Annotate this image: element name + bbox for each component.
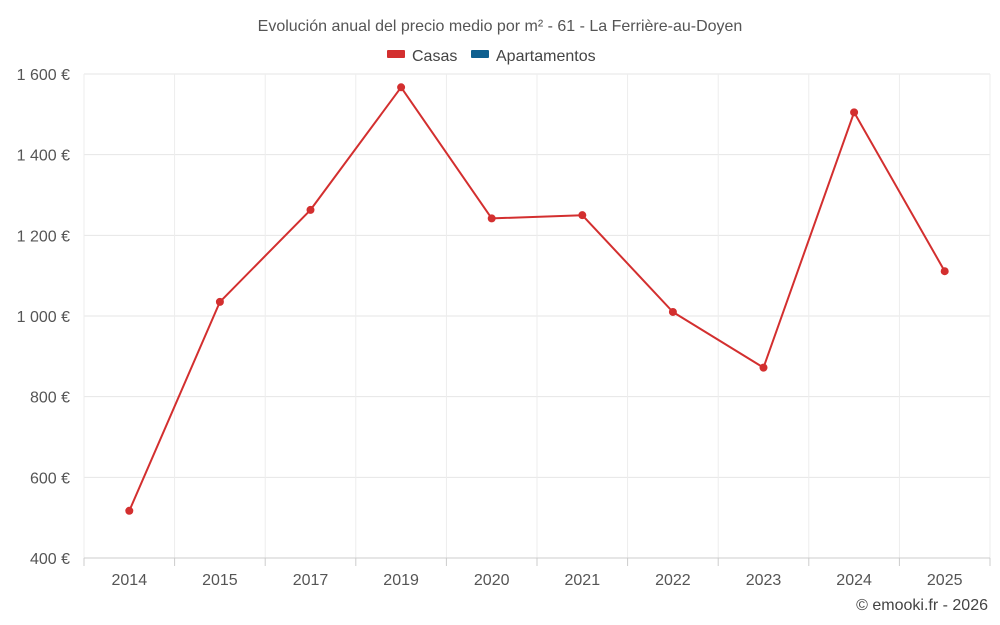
x-tick-label: 2025: [927, 572, 963, 589]
grid: [83, 73, 991, 559]
data-point-casas-2025[interactable]: [940, 267, 949, 276]
x-tick-label: 2020: [474, 572, 510, 589]
x-tick-label: 2015: [202, 572, 238, 589]
data-point-casas-2022[interactable]: [668, 307, 677, 316]
legend-label-apartamentos: Apartamentos: [496, 48, 596, 65]
data-point-casas-2017[interactable]: [306, 205, 315, 214]
legend-swatch-casas: [387, 50, 405, 58]
y-tick-label: 1 200 €: [17, 228, 70, 245]
chart-title: Evolución anual del precio medio por m² …: [258, 18, 743, 35]
legend-item-apartamentos[interactable]: Apartamentos: [471, 48, 596, 65]
data-point-casas-2014[interactable]: [125, 506, 134, 515]
x-tick-label: 2019: [383, 572, 419, 589]
y-tick-label: 800 €: [30, 390, 70, 407]
x-tick-label: 2017: [293, 572, 329, 589]
axes: 400 € 600 € 800 € 1 000 € 1 200 € 1 400 € 1 60…: [17, 67, 991, 589]
x-tick-label: 2023: [746, 572, 782, 589]
y-tick-label: 1 000 €: [17, 309, 70, 326]
x-tick-label: 2024: [836, 572, 872, 589]
data-point-casas-2024[interactable]: [850, 108, 859, 117]
x-tick-label: 2021: [565, 572, 601, 589]
credit-text: © emooki.fr - 2026: [856, 597, 988, 614]
legend: Casas Apartamentos: [387, 48, 596, 65]
y-tick-label: 1 600 €: [17, 67, 70, 84]
data-point-casas-2020[interactable]: [487, 214, 496, 223]
series-line-casas: [128, 86, 946, 512]
legend-label-casas: Casas: [412, 48, 457, 65]
legend-swatch-apartamentos: [471, 50, 489, 58]
data-point-casas-2015[interactable]: [215, 297, 224, 306]
y-tick-label: 600 €: [30, 470, 70, 487]
data-point-casas-2023[interactable]: [759, 363, 768, 372]
legend-item-casas[interactable]: Casas: [387, 48, 457, 65]
x-tick-label: 2022: [655, 572, 691, 589]
series: [125, 83, 949, 515]
y-tick-label: 1 400 €: [17, 148, 70, 165]
data-point-casas-2021[interactable]: [578, 211, 587, 220]
x-tick-label: 2014: [112, 572, 148, 589]
data-point-casas-2019[interactable]: [397, 83, 406, 92]
y-tick-label: 400 €: [30, 551, 70, 568]
